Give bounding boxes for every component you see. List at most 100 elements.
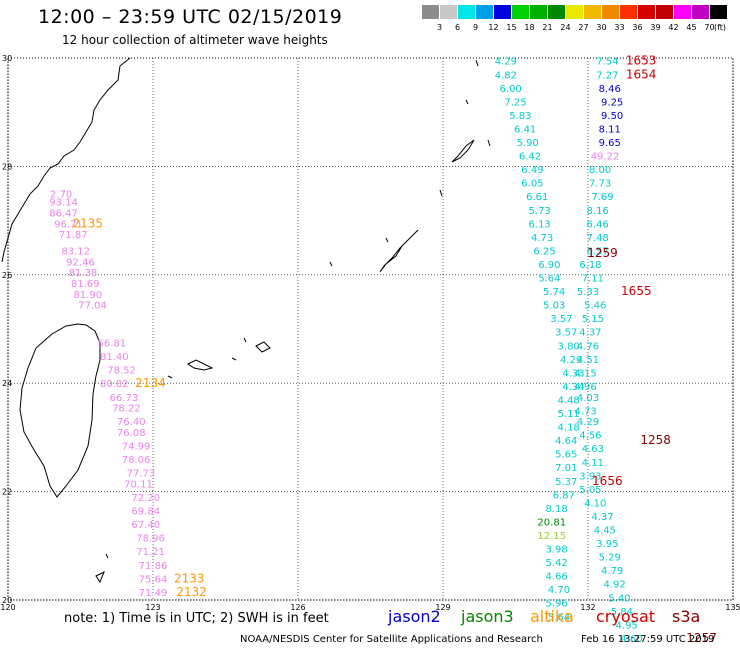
wave-height-value: 78.52 [107,366,136,377]
timestamp: Feb 16 13:27:59 UTC 2019 [581,634,715,645]
map-title: 12:00 – 23:59 UTC 02/15/2019 [38,6,343,28]
pass-time-label: 1257 [686,631,717,645]
wave-height-value: 4.73 [574,406,596,417]
lat-tick-label: 30 [2,54,12,63]
wave-height-value: 8.18 [545,504,567,515]
wave-height-value: 5.33 [577,287,599,298]
lon-tick-label: 135 [725,603,740,612]
scale-tick-label: 9 [472,23,479,32]
wave-height-value: 4.70 [548,585,570,596]
wave-height-value: 4.76 [577,341,599,352]
wave-height-value: 4.29 [577,417,599,428]
pass-time-label: 1654 [626,67,657,81]
scale-swatch [692,5,709,19]
wave-height-value: 96.71 [54,219,83,230]
scale-tick-label: 3 [436,23,443,32]
wave-height-value: 4.10 [584,498,606,509]
wave-height-value: 4.11 [582,458,604,469]
scale-swatch [638,5,655,19]
wave-height-value: 6.57 [587,246,609,257]
wave-height-value: 86.47 [49,208,78,219]
wave-height-value: 4.95 [616,620,638,631]
wave-height-value: 76.40 [117,417,146,428]
wave-height-value: 20.81 [537,517,566,528]
scale-tick-label: 30 [596,23,607,32]
lat-tick-label: 20 [2,596,12,605]
footer-note: note: 1) Time is in UTC; 2) SWH is in fe… [64,611,329,626]
wave-height-value: 5.74 [543,287,565,298]
scale-tick-label: 39 [650,23,661,32]
wave-height-value: 7.25 [504,97,526,108]
wave-height-value: 80.82 [100,379,129,390]
wave-height-value: 71.49 [139,588,168,599]
yaeyama-islands [187,359,214,371]
wave-height-value: 5.40 [608,593,630,604]
scale-swatch [440,5,457,19]
wave-height-value: 7.11 [582,274,604,285]
wave-height-value: 6.46 [587,219,609,230]
wave-height-value: 70.11 [124,479,153,490]
wave-height-value: 6.61 [526,192,548,203]
scale-tick-label: 33 [614,23,625,32]
map-frame [7,57,734,601]
wave-height-value: 4.56 [579,431,601,442]
wave-height-value: 4.18 [558,423,580,434]
tokara-islands [329,59,491,267]
scale-unit: (ft) [714,23,727,32]
wave-height-value: 5.29 [599,553,621,564]
lon-tick-label: 123 [145,603,160,612]
wave-height-value: 71.21 [136,547,165,558]
wave-height-value: 6.90 [538,260,560,271]
pass-time-label: 1656 [592,474,623,488]
wave-height-value: 5.46 [584,301,606,312]
credit-line: NOAA/NESDIS Center for Satellite Applica… [240,634,543,645]
wave-height-value: 12.15 [537,531,566,542]
wave-height-value: 78.06 [122,455,151,466]
wave-height-value: 3.80 [558,341,580,352]
wave-height-value: 5.15 [582,314,604,325]
wave-height-value: 6.18 [579,260,601,271]
wave-height-value: 8.16 [587,206,609,217]
scale-swatch [494,5,511,19]
taiwan-coastline [19,323,101,498]
wave-height-value: 4.92 [603,580,625,591]
wave-height-value: 5.64 [538,274,560,285]
pass-time-label: 1259 [587,246,618,260]
wave-height-value: 81.90 [73,290,102,301]
pass-time-label: 2133 [174,571,205,585]
wave-height-value: 5.65 [555,450,577,461]
scale-swatch [530,5,547,19]
pass-time-label: 1258 [640,433,671,447]
scale-swatch [458,5,475,19]
wave-height-value: 67.40 [131,520,160,531]
wave-height-value: 4.29 [495,57,517,68]
small-islets [95,337,247,584]
wave-height-value: 6.49 [521,165,543,176]
wave-height-value: 9.65 [599,138,621,149]
wave-height-value: 4.37 [591,512,613,523]
scale-swatch [548,5,565,19]
scale-tick-label: 21 [542,23,553,32]
wave-height-value: 6.25 [533,246,555,257]
scale-tick-label: 36 [632,23,643,32]
wave-height-value: 3.98 [545,545,567,556]
wave-height-value: 78.22 [112,404,141,415]
lon-tick-label: 129 [435,603,450,612]
lat-tick-label: 24 [2,379,12,388]
pass-time-label: 2135 [72,216,103,230]
wave-height-value: 5.84 [611,607,633,618]
wave-height-value: 6.13 [529,219,551,230]
wave-height-value: 3.57 [550,314,572,325]
wave-height-value: 7.73 [589,179,611,190]
pass-time-label: 1655 [621,284,652,298]
scale-tick-label: 18 [524,23,535,32]
wave-height-value: 3.57 [555,328,577,339]
wave-height-value: 7.54 [596,57,618,68]
scale-swatch [584,5,601,19]
wave-height-value: 81.40 [100,352,129,363]
wave-height-value: 71.86 [139,561,168,572]
wave-height-value: 5.37 [555,477,577,488]
mission-label-altika: altika [530,607,574,626]
lon-tick-label: 132 [580,603,595,612]
